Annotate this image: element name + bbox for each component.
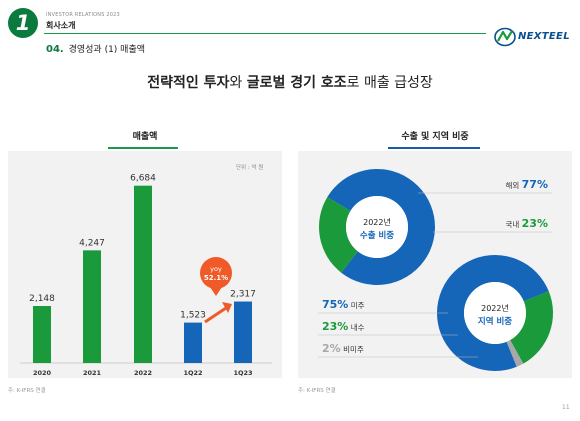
region-americas-label-value: 75% [322, 298, 348, 311]
region-non-americas-label: 2% 비미주 [322, 342, 364, 355]
bar-category-label: 2021 [83, 369, 102, 377]
region-domestic-label-value: 23% [322, 320, 348, 333]
region-donut-center-year: 2022년 [481, 303, 509, 313]
bar-2020 [33, 306, 51, 363]
growth-arrow-shaft [204, 306, 227, 324]
export-panel-title: 수출 및 지역 비중 [401, 132, 469, 142]
logo-text: NEXTEEL [518, 31, 570, 42]
company-logo: NEXTEEL [494, 27, 574, 47]
section-heading: 04. 경영성과 (1) 매출액 [46, 42, 145, 55]
region-donut-slice-내수 [510, 291, 553, 364]
region-domestic-label: 23% 내수 [322, 320, 365, 333]
bar-category-label: 2022 [134, 369, 152, 377]
bar-2021 [83, 250, 101, 363]
export-donut-slice-국내 [319, 197, 358, 273]
bar-value-label: 4,247 [79, 238, 105, 248]
region-non-americas-label-name: 비미주 [341, 345, 364, 354]
section-title: 경영성과 (1) 매출액 [68, 45, 146, 55]
bar-category-label: 1Q22 [183, 369, 202, 377]
export-overseas-label: 해외 77% [505, 178, 548, 191]
region-americas-label: 75% 미주 [322, 298, 365, 311]
bar-value-label: 2,317 [230, 290, 256, 300]
headline: 전략적인 투자와 글로벌 경기 호조로 매출 급성장 [0, 72, 580, 92]
region-donut-slice-비미주 [506, 340, 524, 367]
revenue-title-underline [108, 147, 178, 149]
header-divider [44, 33, 486, 34]
bar-category-label: 2020 [33, 369, 52, 377]
nexteel-logo-icon [494, 27, 516, 47]
headline-part-1: 전략적인 투자 [147, 75, 230, 91]
headline-part-3: 글로벌 경기 호조 [246, 75, 347, 91]
unit-label: 단위 : 억 원 [236, 165, 264, 171]
yoy-callout-badge [200, 257, 232, 289]
yoy-label: yoy [210, 265, 222, 273]
region-non-americas-label-value: 2% [322, 342, 341, 355]
yoy-value: 52.1% [204, 274, 228, 282]
export-donut-hole [346, 196, 408, 258]
export-donut-center-year: 2022년 [363, 217, 391, 227]
export-donut-slice-해외 [327, 169, 435, 286]
badge-number: 1 [15, 11, 31, 35]
export-donut-center-title: 수출 비중 [360, 230, 394, 241]
company-intro-label: 회사소개 [46, 21, 76, 30]
export-overseas-label-value: 77% [522, 178, 548, 191]
bar-1Q22 [184, 322, 202, 363]
region-domestic-label-name: 내수 [348, 323, 364, 332]
export-overseas-label-name: 해외 [505, 180, 521, 190]
revenue-panel-title: 매출액 [132, 132, 158, 142]
ir-label: INVESTOR RELATIONS 2023 [46, 12, 120, 18]
bar-1Q23 [234, 301, 252, 363]
export-title-underline [388, 147, 480, 149]
export-domestic-label-value: 23% [522, 217, 548, 230]
yoy-callout-pointer [210, 287, 222, 296]
growth-arrow-head [222, 302, 232, 313]
region-donut-hole [464, 282, 526, 344]
region-donut-slice-미주 [437, 255, 549, 371]
headline-part-4: 로 매출 급성장 [346, 75, 433, 91]
section-number: 04. [46, 44, 64, 55]
section-badge: 1 [8, 8, 38, 38]
bar-value-label: 1,523 [180, 311, 206, 321]
export-domestic-label: 국내 23% [505, 217, 548, 230]
region-donut-center-title: 지역 비중 [478, 316, 512, 327]
bar-category-label: 1Q23 [233, 369, 252, 377]
revenue-footnote: 주: K-IFRS 연결 [8, 388, 46, 394]
export-footnote: 주: K-IFRS 연결 [298, 388, 336, 394]
page-number: 11 [562, 404, 570, 411]
bar-2022 [134, 185, 152, 363]
region-americas-label-name: 미주 [348, 301, 364, 310]
bar-value-label: 6,684 [130, 174, 156, 184]
headline-part-2: 와 [229, 75, 247, 91]
bar-value-label: 2,148 [29, 294, 55, 304]
export-domestic-label-name: 국내 [505, 220, 521, 229]
